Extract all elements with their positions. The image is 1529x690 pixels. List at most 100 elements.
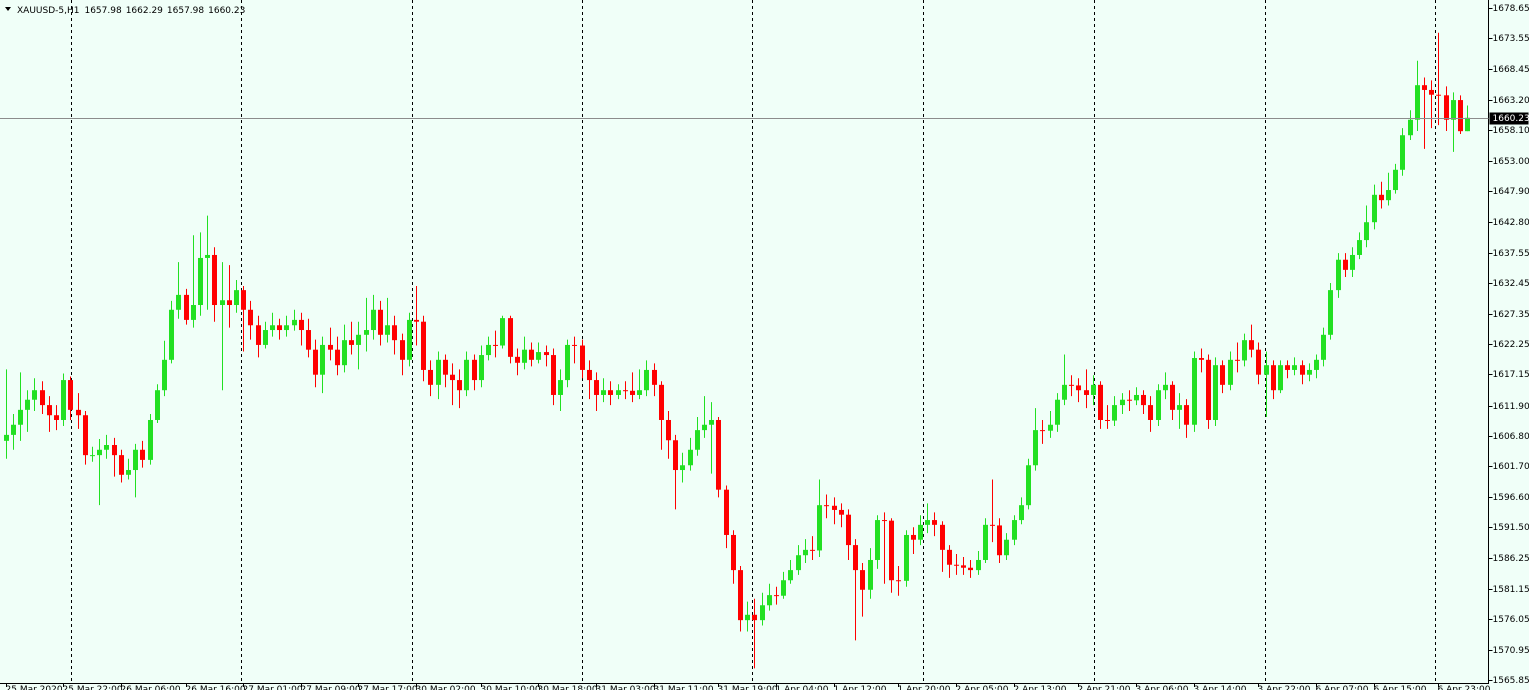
candle-body <box>1451 100 1456 120</box>
candle-body <box>292 319 297 326</box>
candle-body <box>1033 430 1038 466</box>
candle-body <box>1105 419 1110 421</box>
candle-body <box>508 318 513 357</box>
candle-body <box>904 534 909 581</box>
candle-body <box>1336 259 1341 291</box>
candle-body <box>1127 399 1132 401</box>
candle-body <box>1328 290 1333 335</box>
candle-body <box>248 309 253 326</box>
candle-body <box>774 595 779 597</box>
last-open: 1657.98 <box>84 6 121 16</box>
candle-body <box>1062 384 1067 400</box>
candle-body <box>644 369 649 391</box>
candle-body <box>378 309 383 335</box>
x-tick-label: 2 Apr 13:00 <box>1014 685 1067 690</box>
y-tick-label: 1565.85 <box>1493 676 1529 686</box>
candle-body <box>781 580 786 596</box>
y-tick-label: 1570.95 <box>1493 646 1529 656</box>
candle-body <box>126 470 131 475</box>
candle-body <box>968 567 973 571</box>
candle-body <box>205 254 210 258</box>
candle-body <box>400 340 405 360</box>
candle-body <box>220 300 225 306</box>
candle-body <box>112 445 117 456</box>
candle-body <box>630 390 635 395</box>
candle-body <box>752 614 757 621</box>
candle-body <box>1084 390 1089 395</box>
candle-body <box>1076 385 1081 391</box>
x-tick-label: 31 Mar 19:00 <box>718 685 778 690</box>
candle-body <box>1307 369 1312 375</box>
candle-body <box>1004 539 1009 556</box>
candle-body <box>551 355 556 395</box>
candle-body <box>515 356 520 363</box>
candle-body <box>364 330 369 335</box>
x-tick-label: 30 Mar 02:00 <box>416 685 476 690</box>
candle-body <box>1357 240 1362 255</box>
candle-body <box>40 390 45 406</box>
candle-body <box>1048 424 1053 431</box>
candle-body <box>1213 365 1218 420</box>
candle-body <box>1192 358 1197 425</box>
candle-body <box>1415 85 1420 120</box>
last-high: 1662.29 <box>126 6 163 16</box>
candle-body <box>176 294 181 310</box>
candle-body <box>1292 365 1297 370</box>
y-tick-label: 1617.15 <box>1493 370 1529 380</box>
candle-body <box>1256 349 1261 375</box>
x-tick-label: 27 Mar 01:00 <box>243 685 303 690</box>
x-tick-label: 6 Apr 15:00 <box>1374 685 1427 690</box>
candle-body <box>767 595 772 606</box>
x-tick-label: 2 Apr 05:00 <box>956 685 1009 690</box>
candle-body <box>565 344 570 381</box>
plot <box>4 32 1470 669</box>
candle-body <box>1112 405 1117 421</box>
candle-body <box>457 380 462 391</box>
candle-body <box>803 549 808 556</box>
candle-body <box>601 390 606 395</box>
candle-body <box>702 424 707 431</box>
candle-body <box>4 434 9 441</box>
candle-body <box>580 345 585 370</box>
candle-body <box>1264 365 1269 375</box>
y-tick-label: 1653.00 <box>1493 157 1529 167</box>
candle-body <box>940 524 945 550</box>
x-tick-label: 30 Mar 18:00 <box>538 685 598 690</box>
candle-body <box>1199 358 1204 360</box>
candle-body <box>688 449 693 466</box>
candle-body <box>1379 194 1384 201</box>
candle-body <box>558 380 563 395</box>
candle-body <box>839 509 844 515</box>
candle-body <box>738 570 743 621</box>
last-close: 1660.23 <box>208 6 245 16</box>
chart-header: XAUUSD-5,H1 1657.98 1662.29 1657.98 1660.23 <box>5 6 245 16</box>
candle-body <box>868 559 873 590</box>
last-low: 1657.98 <box>167 6 204 16</box>
candle-body <box>1012 520 1017 540</box>
candle-body <box>947 549 952 565</box>
y-tick-label: 1601.70 <box>1493 462 1529 472</box>
candle-body <box>472 359 477 381</box>
candle-body <box>212 254 217 306</box>
symbol: XAUUSD-5,H1 <box>17 6 79 16</box>
candle-body <box>443 359 448 375</box>
candle-body <box>544 352 549 356</box>
candle-body <box>716 419 721 490</box>
candle-body <box>198 257 203 306</box>
candle-body <box>83 415 88 456</box>
candle-body <box>328 344 333 350</box>
bid-label-box <box>1489 112 1529 125</box>
y-tick-label: 1596.60 <box>1493 493 1529 503</box>
candle-body <box>1285 365 1290 370</box>
candle-body <box>97 449 102 456</box>
y-tick-label: 1591.50 <box>1493 523 1529 533</box>
x-tick-label: 31 Mar 11:00 <box>654 685 714 690</box>
candle-body <box>1300 365 1305 375</box>
candle-body <box>623 390 628 392</box>
y-tick-label: 1658.10 <box>1493 126 1529 136</box>
x-tick-label: 25 Mar 2020 <box>6 685 63 690</box>
candle-body <box>990 524 995 526</box>
candle-body <box>594 380 599 395</box>
candle-body <box>104 445 109 450</box>
candle-body <box>1429 89 1434 95</box>
